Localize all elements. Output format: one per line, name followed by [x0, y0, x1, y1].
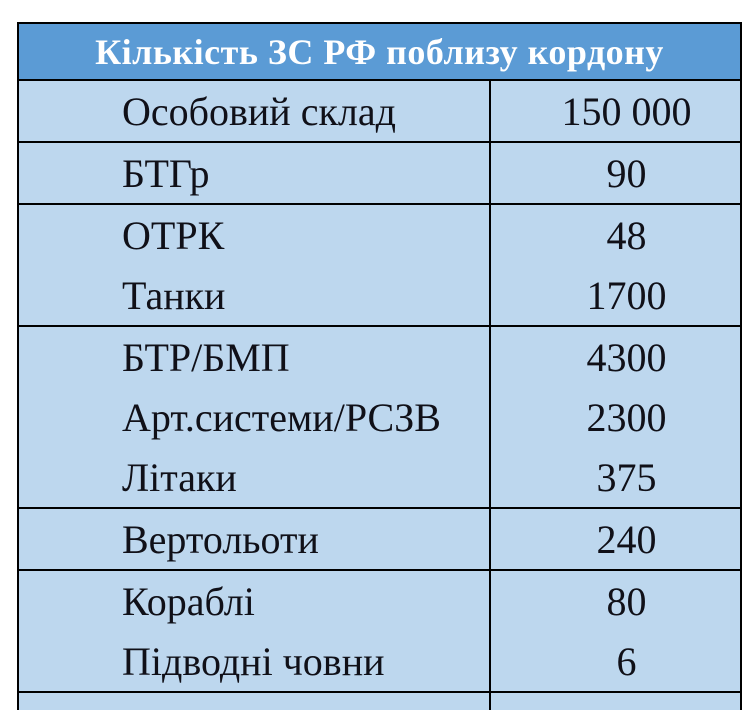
value-cell: 4300 2300 375 [489, 327, 740, 507]
row-label: Вертольоти [122, 516, 319, 562]
table-row-group: БТР/БМП Арт.системи/РСЗВ Літаки 4300 2300 375 [19, 327, 740, 509]
empty-label-cell [19, 693, 489, 710]
row-value: 2300 [586, 394, 667, 440]
row-value: 150 000 [561, 88, 692, 134]
table-row-group: ОТРК Танки 48 1700 [19, 205, 740, 327]
table-row-group: Особовий склад 150 000 [19, 81, 740, 143]
table-row-group: БТГр 90 [19, 143, 740, 205]
row-label: ОТРК [122, 212, 225, 258]
row-label: Арт.системи/РСЗВ [122, 394, 441, 440]
label-cell: БТГр [19, 143, 489, 203]
forces-table: Кількість ЗС РФ поблизу кордону Особовий… [17, 22, 742, 710]
table-row-group: Кораблі Підводні човни 80 6 [19, 571, 740, 693]
row-value: 1700 [586, 272, 667, 318]
row-value: 90 [606, 150, 647, 196]
empty-partial-row [19, 693, 740, 710]
label-cell: Особовий склад [19, 81, 489, 141]
row-label: Кораблі [122, 578, 255, 624]
row-value: 240 [596, 516, 657, 562]
table-row-group: Вертольоти 240 [19, 509, 740, 571]
label-cell: Вертольоти [19, 509, 489, 569]
row-value: 48 [606, 212, 647, 258]
value-cell: 80 6 [489, 571, 740, 691]
row-label: БТР/БМП [122, 334, 290, 380]
value-cell: 240 [489, 509, 740, 569]
table-body: Особовий склад 150 000 БТГр 90 ОТРК Танки 48 17… [19, 81, 740, 693]
row-label: Танки [122, 272, 226, 318]
label-cell: Кораблі Підводні човни [19, 571, 489, 691]
table-header-row: Кількість ЗС РФ поблизу кордону [19, 24, 740, 81]
empty-value-cell [489, 693, 740, 710]
value-cell: 90 [489, 143, 740, 203]
row-label: Підводні човни [122, 638, 385, 684]
value-cell: 150 000 [489, 81, 740, 141]
value-cell: 48 1700 [489, 205, 740, 325]
table-title: Кількість ЗС РФ поблизу кордону [95, 31, 664, 72]
row-label: БТГр [122, 150, 210, 196]
label-cell: БТР/БМП Арт.системи/РСЗВ Літаки [19, 327, 489, 507]
row-value: 4300 [586, 334, 667, 380]
row-value: 375 [596, 454, 657, 500]
row-label: Особовий склад [122, 88, 396, 134]
row-value: 80 [606, 578, 647, 624]
row-label: Літаки [122, 454, 237, 500]
label-cell: ОТРК Танки [19, 205, 489, 325]
row-value: 6 [616, 638, 637, 684]
